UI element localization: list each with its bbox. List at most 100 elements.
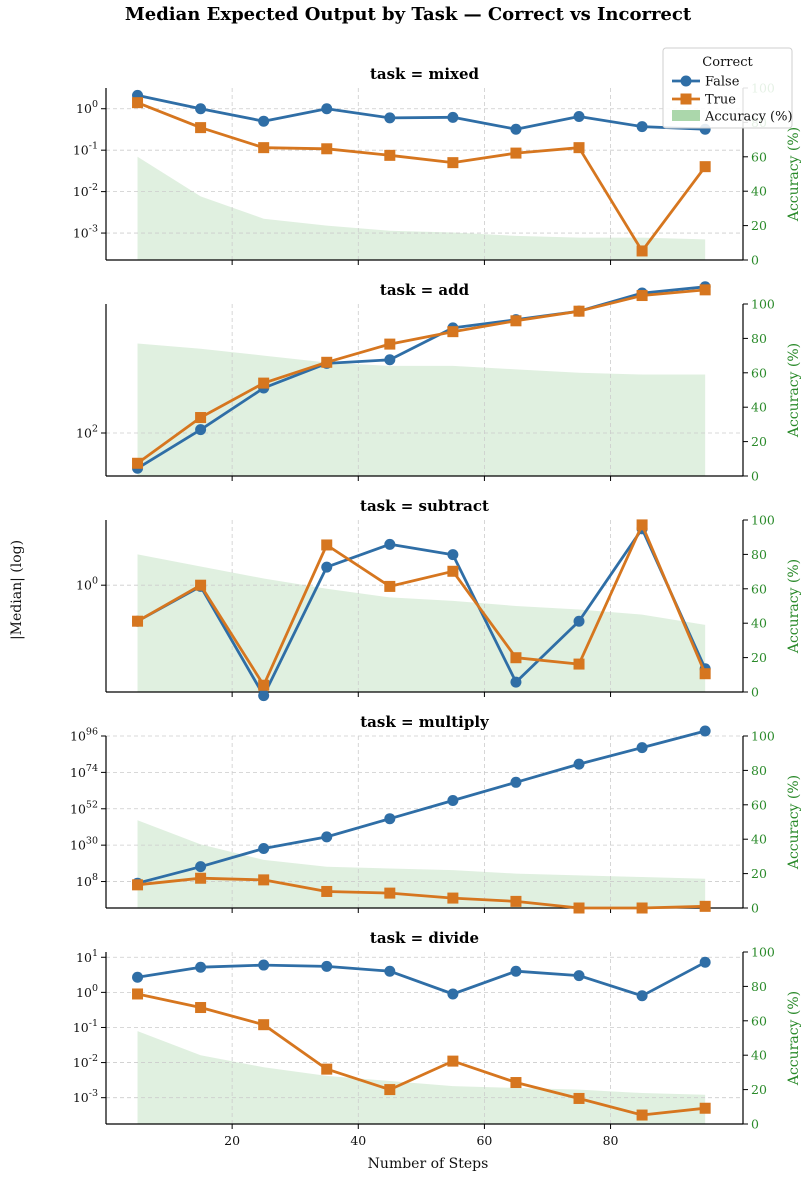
point-false [447, 988, 459, 1000]
point-true [132, 615, 144, 627]
panel-title: task = mixed [370, 65, 480, 83]
point-true [195, 412, 207, 424]
y-tick-label: 10-3 [73, 1088, 98, 1105]
y-tick-label: 1030 [70, 836, 98, 853]
point-false [132, 971, 144, 983]
point-false [258, 959, 270, 971]
point-true [258, 142, 270, 154]
right-tick-label: 40 [751, 184, 767, 199]
point-true [636, 245, 648, 257]
right-tick-label: 80 [751, 763, 767, 778]
point-true [321, 1063, 333, 1075]
series-line-false [137, 729, 706, 885]
point-true [384, 580, 396, 592]
right-tick-label: 40 [751, 616, 767, 631]
accuracy-area [137, 156, 706, 260]
point-true [636, 290, 648, 302]
point-true [573, 142, 585, 154]
y-tick-label: 102 [76, 424, 98, 441]
x-tick-label: 40 [350, 1133, 366, 1148]
point-true [321, 885, 333, 897]
panel-title: task = subtract [360, 497, 489, 515]
right-tick-label: 40 [751, 832, 767, 847]
point-false [447, 549, 459, 561]
right-tick-label: 0 [751, 685, 759, 700]
point-true [510, 147, 522, 159]
point-false [321, 103, 333, 115]
point-true [384, 149, 396, 161]
point-true [258, 377, 270, 389]
right-axis-label: Accuracy (%) [786, 775, 802, 870]
right-tick-label: 40 [751, 1048, 767, 1063]
point-true [195, 872, 207, 884]
x-tick-label: 80 [603, 1133, 619, 1148]
series-line-false [136, 527, 707, 697]
point-true [258, 679, 270, 691]
point-true [195, 122, 207, 134]
right-axis-label: Accuracy (%) [786, 991, 802, 1086]
point-true [321, 356, 333, 368]
y-tick-label: 101 [76, 948, 98, 965]
accuracy-area [137, 343, 706, 476]
point-false [384, 965, 396, 977]
accuracy-area [137, 1031, 706, 1124]
legend-accuracy-swatch [672, 110, 700, 121]
legend-title: Correct [702, 55, 753, 70]
point-true [132, 97, 144, 109]
point-true [699, 1102, 711, 1114]
right-tick-label: 60 [751, 365, 767, 380]
legend-true-marker [680, 93, 692, 105]
point-true [321, 539, 333, 551]
right-tick-label: 0 [751, 253, 759, 268]
point-true [447, 326, 459, 338]
legend-label-false: False [705, 75, 740, 90]
y-tick-label: 10-1 [73, 1018, 98, 1035]
right-tick-label: 0 [751, 469, 759, 484]
point-false [510, 676, 522, 688]
series-line-true [136, 523, 707, 687]
point-true [384, 1084, 396, 1096]
point-true [699, 161, 711, 173]
right-tick-label: 80 [751, 331, 767, 346]
y-tick-label: 10-3 [73, 224, 98, 241]
right-tick-label: 60 [751, 1013, 767, 1028]
point-true [510, 652, 522, 664]
point-true [384, 887, 396, 899]
point-true [573, 902, 585, 914]
figure-title: Median Expected Output by Task — Correct… [125, 4, 692, 25]
right-tick-label: 0 [751, 901, 759, 916]
y-tick-label: 10-2 [73, 182, 98, 199]
point-false [258, 842, 270, 854]
right-tick-label: 20 [751, 434, 767, 449]
right-tick-label: 100 [751, 297, 775, 312]
point-true [132, 988, 144, 1000]
right-axis-label: Accuracy (%) [786, 343, 802, 438]
point-false [573, 758, 585, 770]
figure-y-label: |Median| (log) [9, 540, 25, 640]
point-false [573, 615, 585, 627]
right-tick-label: 100 [751, 729, 775, 744]
series-line-true [136, 288, 706, 465]
point-false [636, 742, 648, 754]
right-tick-label: 20 [751, 650, 767, 665]
point-true [573, 305, 585, 317]
legend-false-marker [680, 75, 692, 87]
right-axis-label: Accuracy (%) [786, 559, 802, 654]
point-false [195, 103, 207, 115]
point-false [699, 725, 711, 737]
y-tick-label: 1096 [70, 727, 98, 744]
panel-title: task = multiply [360, 713, 490, 731]
panel-4: task = multiply 1096 1074 1052 1030 108 0 20 40 6… [70, 713, 802, 916]
point-false [321, 960, 333, 972]
point-false [573, 970, 585, 982]
x-tick-label: 20 [224, 1133, 240, 1148]
y-tick-label: 100 [76, 99, 98, 116]
legend-label-true: True [705, 93, 736, 108]
accuracy-area [137, 554, 706, 692]
right-tick-label: 20 [751, 218, 767, 233]
point-true [384, 338, 396, 350]
right-tick-label: 100 [751, 945, 775, 960]
point-false [510, 776, 522, 788]
right-tick-label: 0 [751, 1117, 759, 1132]
